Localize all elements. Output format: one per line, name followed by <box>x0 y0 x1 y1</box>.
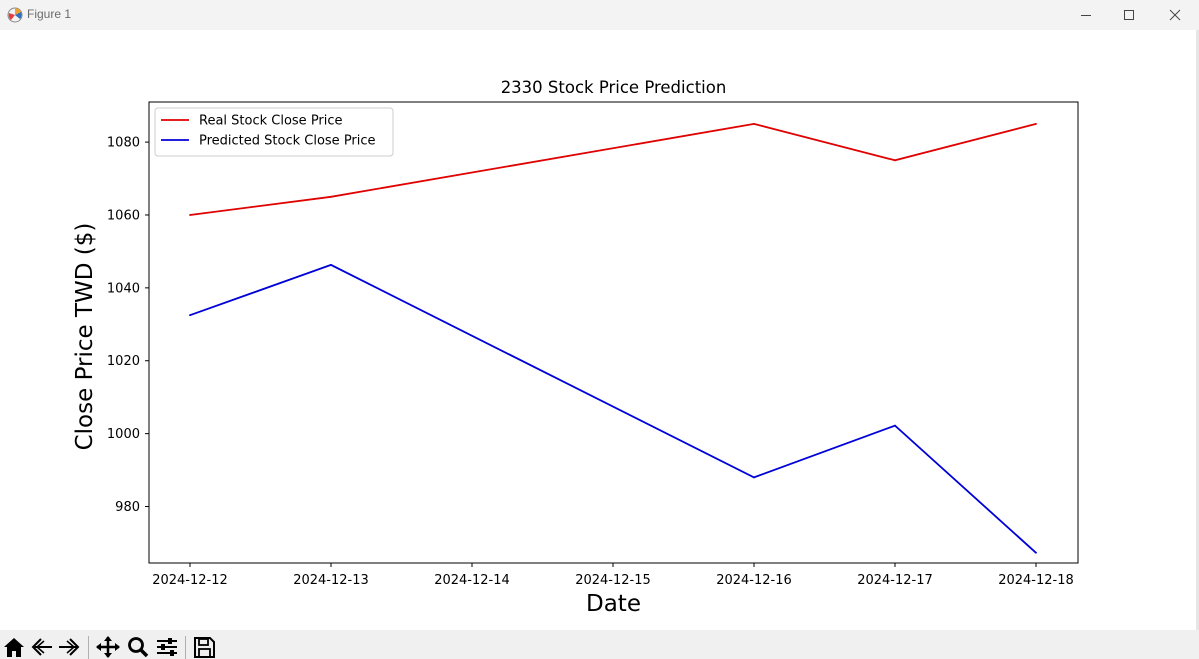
maximize-button[interactable] <box>1106 0 1152 30</box>
x-tick-label: 2024-12-17 <box>857 573 933 588</box>
legend-box <box>154 107 394 157</box>
data-point <box>753 122 755 125</box>
close-icon <box>1169 9 1181 21</box>
y-tick-label: 1060 <box>107 208 140 223</box>
forward-button[interactable] <box>56 636 82 659</box>
y-tick-label: 1040 <box>107 281 140 296</box>
x-tick-label: 2024-12-14 <box>434 573 510 588</box>
legend-label: Real Stock Close Price <box>199 114 343 129</box>
legend-label: Predicted Stock Close Price <box>199 134 376 149</box>
forward-icon <box>59 638 80 656</box>
zoom-button[interactable] <box>125 636 151 659</box>
data-point <box>330 263 332 266</box>
home-icon <box>4 638 24 657</box>
window-edge <box>1196 30 1199 630</box>
window-title: Figure 1 <box>27 7 72 21</box>
chart-title: 2330 Stock Price Prediction <box>501 78 727 97</box>
pan-icon <box>96 636 120 658</box>
back-button[interactable] <box>29 636 55 659</box>
x-tick-label: 2024-12-15 <box>575 573 651 588</box>
x-axis-label: Date <box>586 591 641 617</box>
configure-subplots-button[interactable] <box>154 636 180 659</box>
minimize-button[interactable] <box>1063 0 1109 30</box>
back-icon <box>31 638 52 656</box>
y-tick-label: 1080 <box>107 136 140 151</box>
x-tick-label: 2024-12-16 <box>716 573 792 588</box>
y-tick-label: 1000 <box>107 427 140 442</box>
zoom-icon <box>128 637 149 658</box>
configure-subplots-icon <box>157 638 177 656</box>
navigation-toolbar <box>0 630 1199 659</box>
y-axis-label: Close Price TWD ($) <box>72 223 98 451</box>
minimize-icon <box>1081 15 1091 16</box>
pan-button[interactable] <box>95 636 121 659</box>
data-point <box>1035 122 1037 125</box>
home-button[interactable] <box>1 636 27 659</box>
data-point <box>753 476 755 479</box>
save-icon <box>194 637 215 658</box>
data-point <box>894 424 896 427</box>
toolbar-separator <box>185 636 186 659</box>
matplotlib-logo-icon <box>7 7 23 23</box>
close-button[interactable] <box>1152 0 1198 30</box>
x-tick-label: 2024-12-12 <box>152 573 228 588</box>
y-tick-label: 1020 <box>107 354 140 369</box>
data-point <box>189 214 191 216</box>
save-button[interactable] <box>191 636 217 659</box>
data-point <box>1035 551 1037 554</box>
figure-canvas[interactable]: 2330 Stock Price Prediction 2024-12-12 202… <box>0 30 1199 630</box>
data-point <box>894 159 896 162</box>
y-tick-label: 980 <box>115 500 140 515</box>
axes-frame <box>148 101 1079 564</box>
maximize-icon <box>1124 10 1134 20</box>
x-tick-label: 2024-12-18 <box>998 573 1074 588</box>
data-point <box>330 195 332 198</box>
x-tick-label: 2024-12-13 <box>293 573 369 588</box>
title-bar[interactable]: Figure 1 <box>0 0 1199 30</box>
data-point <box>189 314 191 317</box>
toolbar-separator <box>88 636 89 659</box>
line-chart: 2330 Stock Price Prediction 2024-12-12 202… <box>72 78 1079 617</box>
